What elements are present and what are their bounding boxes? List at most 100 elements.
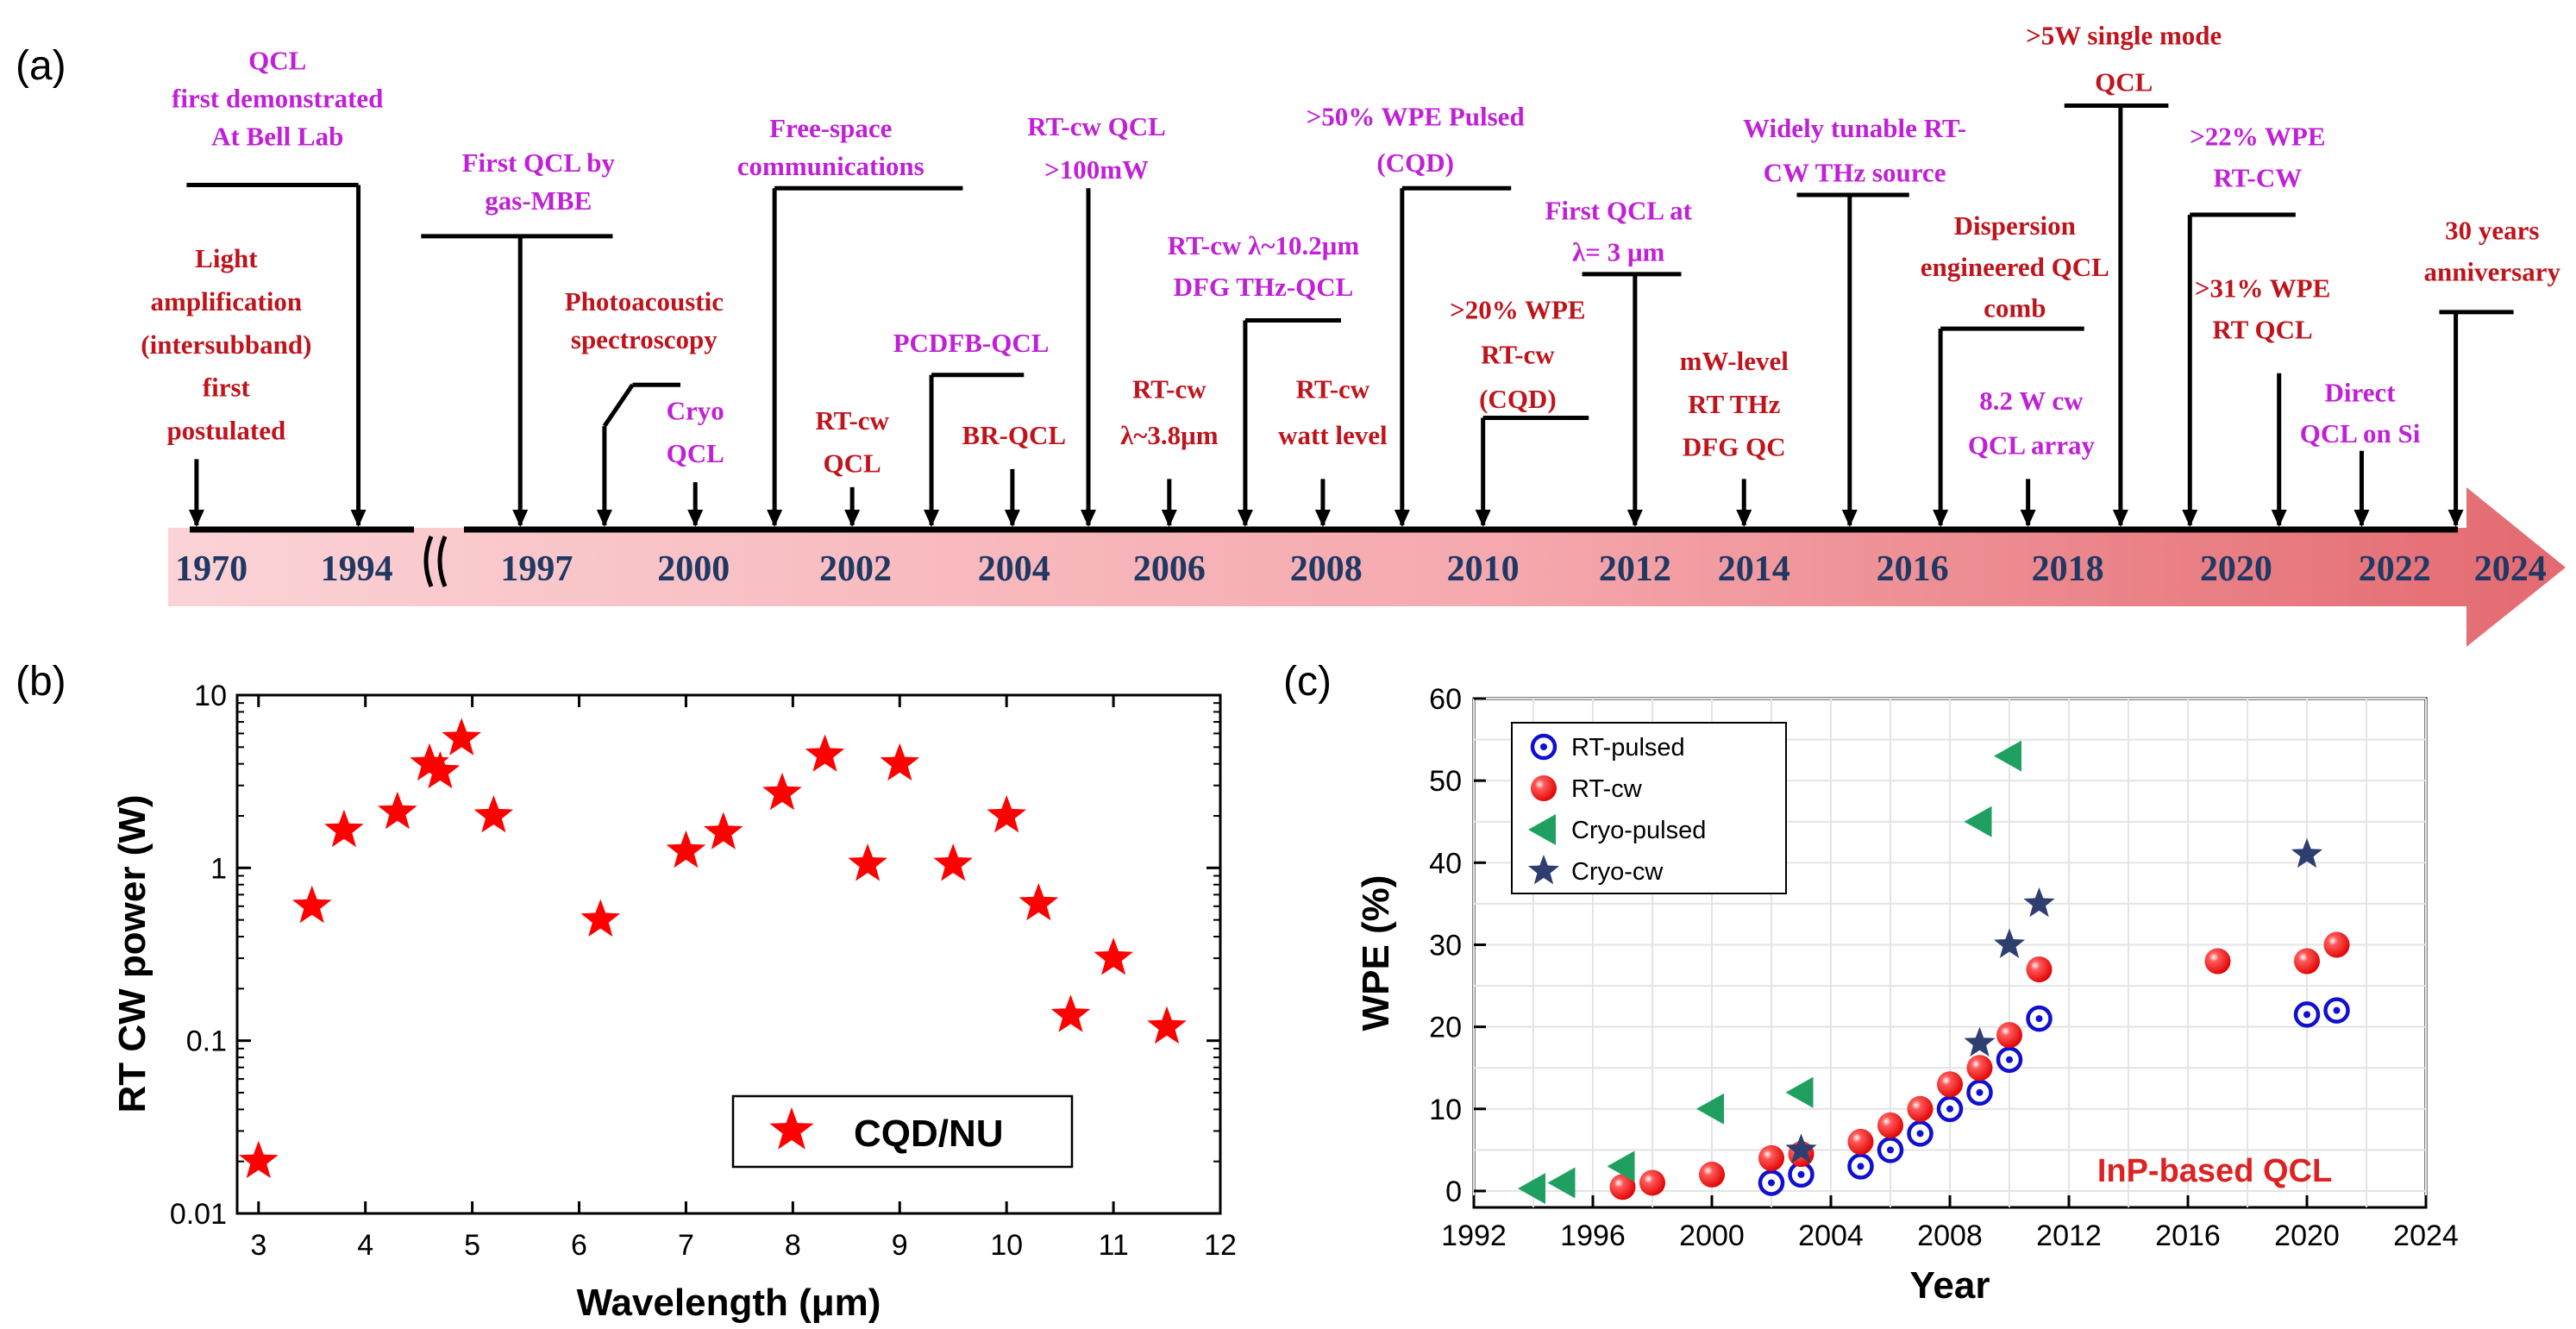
chart-c-point-rt-cw-3 (1758, 1144, 1784, 1171)
chart-c-point-rt-pulsed-0 (1758, 1169, 1785, 1196)
timeline-event-10: RT-cw λ~3.8μm (1120, 374, 1219, 527)
chart-c-point-rt-cw-12 (2204, 948, 2231, 975)
chart-c-point-rt-pulsed-9 (2293, 1001, 2321, 1028)
timeline-event-18-line-2: comb (1984, 293, 2046, 323)
chart-b-xtick-7: 10 (990, 1229, 1023, 1262)
panel-a-label: (a) (16, 43, 66, 89)
timeline-year-2012: 2012 (1599, 549, 1671, 589)
timeline-arrowhead-8 (1004, 509, 1020, 527)
timeline-arrowhead-23 (2353, 509, 2370, 527)
chart-b-point-13 (848, 843, 887, 881)
timeline-event-21-line-0: >22% WPE (2190, 122, 2325, 152)
timeline-panel: 1970 1994 1997 2000 2002 2004 2006 2008 2010 2012… (141, 21, 2566, 647)
chart-c-point-cryo-pulsed-3 (1696, 1093, 1724, 1125)
chart-c-xtick-6: 2016 (2155, 1219, 2221, 1252)
timeline-arrowhead-24 (2448, 509, 2464, 527)
timeline-event-16-line-2: DFG QC (1683, 432, 1786, 462)
legend-c: RT-pulsed RT-cw Cryo-pulsed Cryo-cw (1511, 722, 1787, 894)
timeline-event-15: First QCL at λ= 3 μm (1545, 196, 1693, 527)
timeline-year-2018: 2018 (2032, 549, 2104, 589)
timeline-arrowhead-6 (844, 509, 861, 527)
timeline-event-1-line-2: At Bell Lab (211, 122, 343, 152)
timeline-event-3: Photoacoustic spectroscopy (565, 286, 724, 527)
timeline-arrowhead-4 (687, 509, 704, 527)
chart-c-ytick-3: 30 (1429, 929, 1462, 962)
chart-c-annotation: InP-based QCL (2097, 1153, 2332, 1189)
timeline-event-22-line-1: RT QCL (2212, 315, 2312, 345)
legend-c-box (1511, 722, 1787, 894)
timeline-event-0-line-0: Light (195, 243, 258, 273)
chart-c-point-rt-cw-8 (1937, 1071, 1963, 1098)
timeline-event-12-line-0: RT-cw (1296, 374, 1370, 404)
timeline-event-0: Light amplification (intersubband) first pos… (141, 243, 311, 527)
chart-b-xtick-9: 12 (1204, 1229, 1237, 1262)
chart-c-point-rt-pulsed-3 (1877, 1137, 1904, 1163)
timeline-event-11-line-0: RT-cw λ~10.2μm (1168, 230, 1360, 260)
chart-c-xtick-0: 1992 (1441, 1219, 1507, 1252)
legend-c-marker-2-icon (1528, 814, 1556, 845)
chart-b-xlabel: Wavelength (μm) (577, 1282, 881, 1324)
chart-c-point-rt-pulsed-4 (1907, 1120, 1934, 1147)
chart-c-xtick-2: 2000 (1679, 1219, 1745, 1252)
chart-b-point-1 (291, 885, 332, 924)
chart-b-point-6 (442, 718, 481, 755)
chart-c-point-rt-pulsed-2 (1847, 1153, 1874, 1180)
timeline-arrowhead-7 (924, 509, 940, 527)
chart-c-ytick-1: 10 (1429, 1094, 1462, 1126)
timeline-event-2-line-1: gas-MBE (485, 185, 592, 216)
chart-c-point-cryo-cw-2 (1993, 928, 2026, 958)
timeline-event-18-line-1: engineered QCL (1921, 252, 2109, 282)
timeline-event-6-line-0: RT-cw (815, 405, 889, 436)
chart-c-point-cryo-pulsed-4 (1785, 1076, 1814, 1108)
chart-b-xtick-1: 4 (357, 1229, 373, 1262)
timeline-event-3-line-1: spectroscopy (571, 324, 718, 354)
chart-b-point-8 (580, 899, 621, 937)
timeline-event-11-line-1: DFG THz-QCL (1174, 272, 1354, 302)
chart-b-ytick-0: 0.01 (170, 1198, 227, 1231)
chart-b-point-5 (420, 750, 461, 789)
chart-b-point-15 (933, 843, 973, 881)
timeline-year-2016: 2016 (1877, 549, 1949, 589)
timeline-event-21-line-1: RT-CW (2213, 162, 2302, 192)
timeline-arrowhead-12 (1314, 509, 1331, 527)
timeline-event-10-line-1: λ~3.8μm (1120, 420, 1219, 450)
chart-b-point-16 (987, 795, 1026, 833)
timeline-event-1: QCL first demonstrated At Bell Lab (172, 45, 383, 527)
timeline-event-23: Direct QCL on Si (2300, 377, 2421, 527)
timeline-event-14: >20% WPE RT-cw (CQD) (1450, 295, 1589, 527)
timeline-event-14-line-1: RT-cw (1481, 339, 1555, 369)
chart-c-point-rt-cw-1 (1639, 1169, 1665, 1196)
timeline-year-2008: 2008 (1290, 549, 1363, 589)
timeline-event-7-line-0: PCDFB-QCL (893, 328, 1050, 358)
chart-c-ytick-5: 50 (1429, 765, 1462, 798)
timeline-arrowhead-16 (1736, 509, 1752, 527)
timeline-event-8: BR-QCL (962, 420, 1066, 527)
chart-c-point-cryo-pulsed-5 (1964, 806, 1992, 837)
timeline-event-9-line-0: RT-cw QCL (1027, 111, 1166, 141)
timeline-arrowhead-5 (767, 509, 783, 527)
timeline-year-2022: 2022 (2359, 549, 2431, 589)
timeline-event-0-line-2: (intersubband) (141, 329, 311, 360)
chart-c-point-rt-pulsed-8 (2026, 1005, 2053, 1032)
timeline-arrowhead-11 (1237, 509, 1253, 527)
chart-c-xtick-5: 2012 (2036, 1219, 2102, 1252)
chart-c-point-cryo-cw-4 (2291, 837, 2323, 868)
timeline-event-14-line-0: >20% WPE (1450, 295, 1585, 325)
chart-c-point-cryo-pulsed-2 (1607, 1150, 1635, 1182)
timeline-event-14-line-2: (CQD) (1479, 384, 1557, 414)
chart-b-ytick-1: 0.1 (186, 1025, 227, 1058)
timeline-event-13-line-1: (CQD) (1376, 147, 1454, 178)
chart-b-ytick-2: 1 (210, 852, 227, 885)
legend-c-marker-1-icon (1531, 775, 1557, 801)
chart-c-ylabel: WPE (%) (1355, 875, 1397, 1031)
timeline-event-15-line-1: λ= 3 μm (1572, 237, 1664, 267)
timeline-event-11: RT-cw λ~10.2μm DFG THz-QCL (1168, 230, 1360, 527)
timeline-event-18: Dispersion engineered QCL comb (1921, 210, 2109, 527)
chart-b-point-4 (410, 743, 449, 781)
plot-b-frame (235, 693, 1222, 1215)
chart-c-point-cryo-cw-1 (1964, 1026, 1996, 1056)
timeline-arrowhead-1 (350, 509, 367, 527)
timeline-event-24: 30 years anniversary (2424, 216, 2560, 527)
chart-b-point-2 (324, 809, 364, 848)
